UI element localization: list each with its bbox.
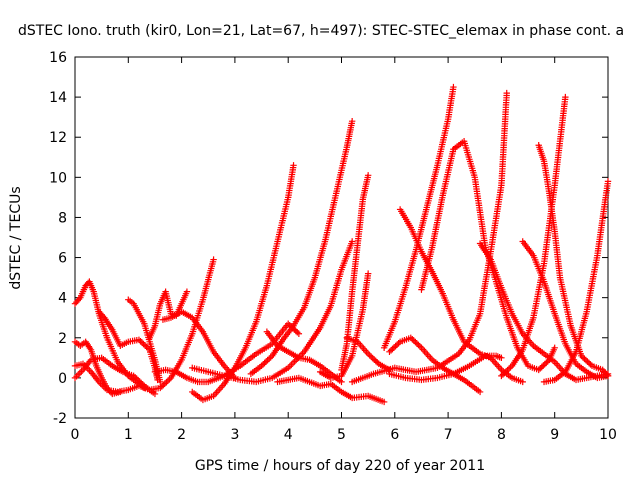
series-trace-markers	[499, 96, 569, 378]
x-tick-label: 1	[124, 427, 133, 443]
y-tick-label: 12	[49, 130, 67, 146]
series-arc-12	[247, 117, 356, 378]
series-trace-markers	[388, 352, 503, 383]
y-tick-label: 16	[49, 50, 67, 66]
y-axis-label: dSTEC / TECUs	[8, 186, 24, 289]
x-tick-label: 9	[550, 427, 559, 443]
x-tick-label: 0	[71, 427, 80, 443]
series-trace-markers	[318, 272, 371, 381]
data-point	[386, 348, 393, 356]
y-tick-label: 14	[49, 90, 67, 106]
x-tick-label: 7	[444, 427, 453, 443]
series-trace-markers	[73, 355, 157, 396]
y-tick-label: 10	[49, 170, 67, 186]
y-tick-label: 4	[58, 291, 67, 307]
series-arc-25	[498, 93, 569, 380]
series-trace-markers	[536, 144, 610, 378]
x-axis-label: GPS time / hours of day 220 of year 2011	[195, 458, 485, 474]
y-tick-label: 2	[58, 331, 67, 347]
chart-title: dSTEC Iono. truth (kir0, Lon=21, Lat=67,…	[18, 23, 624, 39]
series-trace-markers	[387, 335, 482, 394]
series-arc-11	[189, 238, 356, 386]
x-tick-label: 3	[230, 427, 239, 443]
series-trace-markers	[381, 86, 457, 349]
series-arc-16	[338, 172, 372, 374]
series-trace-markers	[276, 375, 386, 405]
data-point	[498, 372, 505, 380]
x-tick-label: 2	[177, 427, 186, 443]
series-arc-27	[535, 142, 612, 380]
series-trace-markers	[161, 309, 237, 380]
series-trace-markers	[249, 120, 355, 376]
series-arc-20	[348, 89, 510, 386]
series-arc-14	[274, 374, 388, 406]
series-arc-15	[316, 270, 372, 382]
y-tick-label: 6	[58, 251, 67, 267]
series-arc-26	[519, 238, 612, 382]
data-point	[71, 374, 79, 382]
x-tick-label: 6	[390, 427, 399, 443]
series-arc-22	[386, 352, 505, 384]
series-trace-markers	[190, 164, 297, 403]
x-tick-label: 10	[599, 427, 617, 443]
series-arc-17	[343, 334, 393, 374]
y-tick-label: -2	[53, 411, 67, 427]
series-arc-04	[71, 354, 159, 398]
y-tick-label: 8	[58, 210, 67, 226]
series-trace-markers	[543, 180, 611, 385]
series-trace-markers	[345, 335, 391, 373]
series-trace-markers	[73, 279, 146, 390]
series-arc-10	[189, 162, 297, 404]
data-point	[295, 330, 303, 337]
series-arc-06	[125, 296, 164, 386]
x-tick-label: 4	[284, 427, 293, 443]
series-arc-18	[380, 83, 457, 352]
y-tick-label: 0	[58, 371, 67, 387]
x-tick-label: 8	[497, 427, 506, 443]
data-marks	[71, 83, 612, 406]
series-arc-08	[159, 308, 239, 382]
series-arc-21	[396, 206, 526, 386]
series-arc-28	[540, 178, 612, 386]
series-arc-09	[151, 320, 303, 386]
series-trace-markers	[126, 297, 163, 383]
series-trace-markers	[398, 208, 524, 385]
series-trace-markers	[338, 174, 371, 371]
series-arc-01	[71, 278, 148, 392]
x-tick-label: 5	[337, 427, 346, 443]
series-arc-19	[386, 334, 484, 396]
